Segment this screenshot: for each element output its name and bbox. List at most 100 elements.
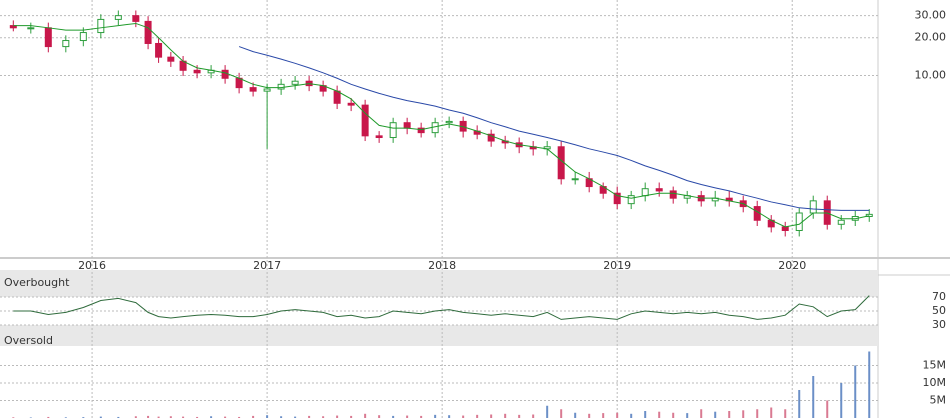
volume-bar xyxy=(490,414,493,418)
volume-bar xyxy=(117,416,120,418)
candle-body xyxy=(655,188,663,192)
moving-average xyxy=(13,22,870,228)
candle-body xyxy=(403,122,411,129)
candle-body xyxy=(865,213,873,218)
volume-bar xyxy=(532,414,535,418)
volume-bar xyxy=(322,416,325,418)
volume-bar xyxy=(504,413,507,418)
volume-bar xyxy=(868,351,871,418)
volume-bar xyxy=(812,376,815,418)
volume-bar xyxy=(147,415,150,418)
candle-body xyxy=(837,219,845,225)
candle-body xyxy=(155,42,163,58)
volume-bar xyxy=(756,409,759,418)
candle-body xyxy=(781,226,789,231)
volume-bar xyxy=(602,413,605,418)
volume-bar xyxy=(448,415,451,418)
volume-bar xyxy=(476,414,479,418)
candle-body xyxy=(347,102,355,106)
volume-bar xyxy=(644,411,647,418)
volume-bar xyxy=(434,414,437,418)
volume-bar xyxy=(840,383,843,418)
rsi-line xyxy=(13,295,870,320)
volume-tick-label: 5M xyxy=(930,394,947,407)
volume-bar xyxy=(462,415,465,418)
volume-tick-label: 15M xyxy=(923,359,947,372)
candle-body xyxy=(62,40,70,48)
volume-bar xyxy=(224,416,227,418)
candle-body xyxy=(249,87,257,92)
volume-bar xyxy=(560,409,563,418)
moving-average xyxy=(238,46,870,211)
candle-body xyxy=(291,80,299,85)
candle-body xyxy=(613,192,621,205)
volume-bar xyxy=(546,405,549,418)
candle-body xyxy=(809,200,817,214)
oversold-band xyxy=(0,325,878,346)
y-tick-label: 30.00 xyxy=(915,9,947,22)
candle-body xyxy=(445,120,453,124)
volume-bar xyxy=(294,416,297,418)
candle-body xyxy=(193,69,201,74)
candle-body xyxy=(132,15,140,22)
volume-bar xyxy=(406,415,409,418)
volume-bar xyxy=(770,407,773,418)
candle-body xyxy=(571,178,579,181)
x-tick-label: 2018 xyxy=(428,259,456,272)
overbought-label: Overbought xyxy=(4,276,70,289)
volume-bar xyxy=(157,416,160,418)
volume-bar xyxy=(420,415,423,418)
volume-bar xyxy=(196,416,199,418)
x-tick-label: 2017 xyxy=(253,259,281,272)
x-tick-label: 2019 xyxy=(603,259,631,272)
volume-bar xyxy=(238,416,241,418)
candle-body xyxy=(97,18,105,34)
x-tick-label: 2020 xyxy=(778,259,806,272)
volume-bar xyxy=(616,412,619,418)
volume-bar xyxy=(714,411,717,418)
candle-body xyxy=(333,90,341,104)
volume-bar xyxy=(266,415,269,418)
volume-bar xyxy=(588,413,591,418)
candle-body xyxy=(144,20,152,44)
volume-bar xyxy=(378,415,381,418)
volume-bar xyxy=(99,416,102,418)
volume-bar xyxy=(854,365,857,418)
candle-body xyxy=(44,27,52,48)
x-tick-label: 2016 xyxy=(78,259,106,272)
volume-bar xyxy=(134,416,137,418)
volume-bar xyxy=(630,413,633,418)
candle-body xyxy=(795,212,803,231)
candle-body xyxy=(375,135,383,139)
y-tick-label: 10.00 xyxy=(915,68,947,81)
rsi-tick-label: 50 xyxy=(932,304,946,317)
volume-bar xyxy=(252,415,255,418)
volume-bar xyxy=(672,412,675,418)
volume-bar xyxy=(826,400,829,418)
volume-bar xyxy=(280,416,283,418)
volume-bar xyxy=(658,411,661,418)
candle-body xyxy=(263,88,271,92)
volume-bar xyxy=(308,415,311,418)
volume-bar xyxy=(728,411,731,418)
volume-bar xyxy=(574,412,577,418)
volume-bar xyxy=(210,416,213,418)
candle-body xyxy=(221,69,229,79)
candle-body xyxy=(277,83,285,90)
volume-bar xyxy=(364,413,367,418)
volume-bar xyxy=(336,415,339,418)
candle-body xyxy=(389,122,397,139)
volume-bar xyxy=(798,390,801,418)
volume-bar xyxy=(182,416,185,418)
y-tick-label: 20.00 xyxy=(915,31,947,44)
volume-bar xyxy=(392,415,395,418)
candle-body xyxy=(641,188,649,197)
volume-bar xyxy=(47,416,50,418)
candle-body xyxy=(79,32,87,42)
volume-bar xyxy=(350,415,353,418)
candle-body xyxy=(417,127,425,134)
volume-bar xyxy=(169,416,172,418)
candle-body xyxy=(487,133,495,142)
volume-bar xyxy=(686,413,689,418)
